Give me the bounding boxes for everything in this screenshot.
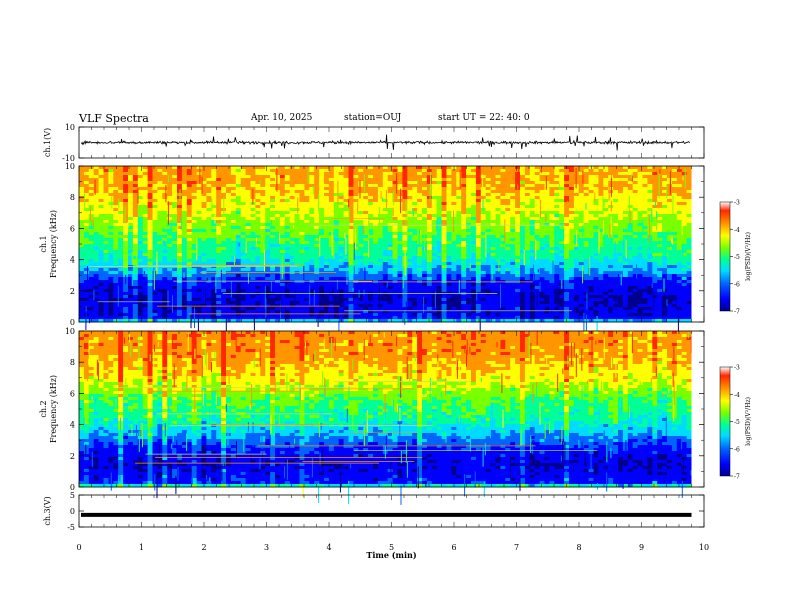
colorbar-tick-label: -4 bbox=[734, 392, 740, 399]
colorbar-tick-label: -7 bbox=[734, 309, 740, 316]
colorbar-label: log(PSD)(V²/Hz) bbox=[745, 232, 752, 281]
y-tick-label: 10 bbox=[65, 162, 75, 171]
y-tick-label: 4 bbox=[70, 256, 75, 265]
colorbar-tick-label: -7 bbox=[734, 474, 740, 481]
x-tick-label: 5 bbox=[389, 543, 394, 552]
colorbar-tick-label: -6 bbox=[734, 281, 740, 288]
x-axis-label: Time (min) bbox=[366, 550, 416, 560]
y-tick-label: 10 bbox=[65, 123, 75, 132]
y-tick-label: 2 bbox=[70, 452, 75, 461]
y-tick-label: 0 bbox=[70, 318, 75, 327]
y-tick-label: 10 bbox=[65, 327, 75, 336]
y-axis-label: ch.3(V) bbox=[43, 496, 52, 525]
colorbar-ch2 bbox=[719, 366, 731, 477]
x-tick-label: 9 bbox=[639, 543, 644, 552]
y-tick-label: 0 bbox=[70, 483, 75, 492]
colorbar-tick-label: -5 bbox=[734, 419, 740, 426]
y-tick-label: 5 bbox=[70, 491, 75, 500]
y-tick-label: 6 bbox=[70, 389, 75, 398]
x-tick-label: 2 bbox=[201, 543, 206, 552]
x-tick-label: 0 bbox=[76, 543, 81, 552]
x-tick-label: 6 bbox=[451, 543, 456, 552]
start-time-label: start UT = 22: 40: 0 bbox=[438, 113, 530, 123]
x-tick-label: 10 bbox=[699, 543, 709, 552]
y-axis-label: ch.1 bbox=[39, 235, 48, 252]
colorbar-tick-label: -5 bbox=[734, 254, 740, 261]
y-axis-label: ch.2 bbox=[39, 400, 48, 417]
y-axis-label: Frequency (kHz) bbox=[49, 210, 58, 278]
y-axis-label: ch.1(V) bbox=[43, 128, 52, 157]
station-label: station=OUJ bbox=[344, 113, 402, 123]
x-tick-label: 7 bbox=[514, 543, 519, 552]
ch1-waveform-trace bbox=[80, 134, 690, 151]
y-tick-label: 2 bbox=[70, 287, 75, 296]
colorbar-tick-label: -3 bbox=[734, 365, 740, 372]
y-axis-label: Frequency (kHz) bbox=[49, 375, 58, 443]
colorbar-tick-label: -3 bbox=[734, 200, 740, 207]
colorbar-ch1 bbox=[719, 201, 731, 312]
colorbar-tick-label: -4 bbox=[734, 227, 740, 234]
y-tick-label: 8 bbox=[70, 358, 75, 367]
colorbar-label: log(PSD)(V²/Hz) bbox=[745, 397, 752, 446]
spectrogram-ch2 bbox=[79, 331, 704, 505]
x-tick-label: 4 bbox=[326, 543, 331, 552]
date-label: Apr. 10, 2025 bbox=[251, 113, 313, 123]
x-tick-label: 3 bbox=[264, 543, 269, 552]
y-tick-label: -5 bbox=[67, 523, 75, 532]
x-tick-label: 8 bbox=[576, 543, 581, 552]
y-tick-label: 6 bbox=[70, 224, 75, 233]
y-tick-label: 4 bbox=[70, 421, 75, 430]
plot-title: VLF Spectra bbox=[79, 112, 149, 125]
colorbar-tick-label: -6 bbox=[734, 446, 740, 453]
y-tick-label: 8 bbox=[70, 193, 75, 202]
y-tick-label: 0 bbox=[70, 507, 75, 516]
spectrogram-ch1 bbox=[79, 166, 704, 343]
x-tick-label: 1 bbox=[139, 543, 144, 552]
y-tick-label: -10 bbox=[62, 154, 75, 163]
